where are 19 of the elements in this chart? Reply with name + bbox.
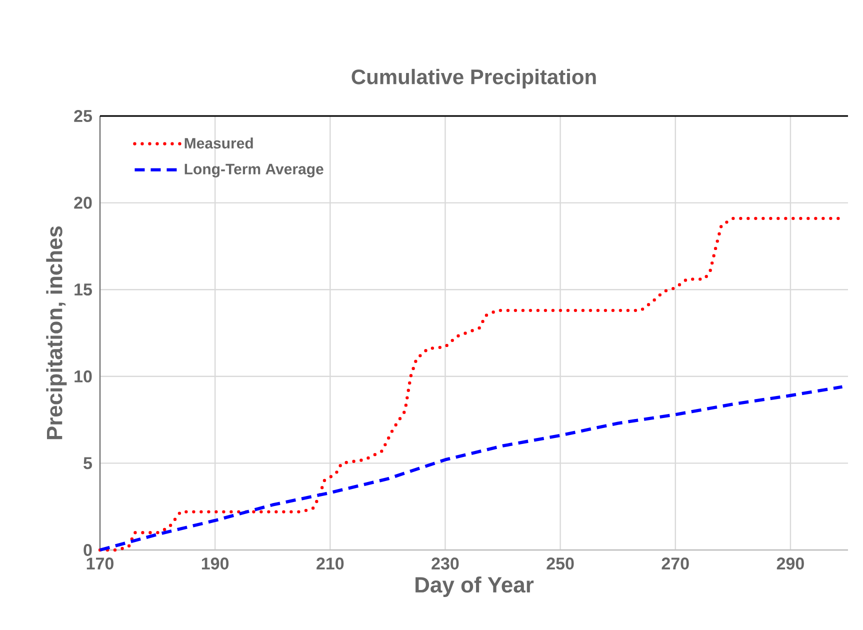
x-tick-label: 170 (86, 558, 114, 570)
x-tick-label: 190 (202, 558, 229, 570)
legend-label: Measured (184, 138, 253, 149)
y-tick-label: 25 (74, 110, 92, 122)
y-tick-label: 5 (84, 457, 92, 470)
y-tick-label: 15 (74, 284, 92, 296)
x-tick-label: 290 (776, 558, 804, 570)
x-axis-title: Day of Year (416, 576, 534, 597)
y-tick-label: 20 (74, 196, 92, 209)
line-series (98, 385, 844, 552)
y-tick-label: 10 (74, 370, 92, 382)
x-tick-label: 230 (432, 558, 459, 570)
y-axis-title: Precipitation, inches (46, 226, 67, 440)
x-tick-label: 270 (662, 558, 689, 570)
x-tick-label: 210 (316, 558, 344, 570)
chart-title: Cumulative Precipitation (352, 68, 596, 88)
y-tick-label: 0 (84, 544, 92, 556)
x-tick-label: 250 (546, 558, 574, 570)
legend-label: Long-Term Average (184, 164, 324, 178)
